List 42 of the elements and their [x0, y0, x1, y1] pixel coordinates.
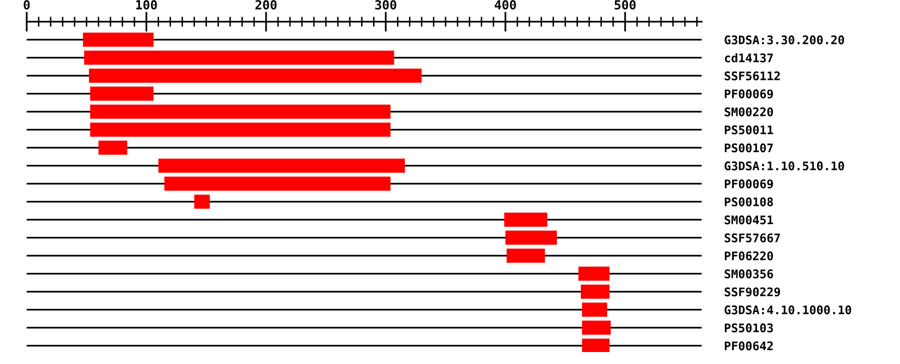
bar: [580, 284, 610, 299]
y-tick-label: PF00642: [724, 341, 773, 350]
x-tick-label: 200: [255, 0, 277, 10]
y-tick-label: PS50103: [724, 323, 773, 332]
bar: [90, 122, 391, 137]
x-tick-label: 400: [494, 0, 516, 10]
y-tick-label: SM00356: [724, 269, 774, 278]
bar: [506, 248, 545, 263]
y-tick-label: SSF90229: [724, 287, 780, 296]
y-tick-label: G3DSA:4.10.1000.10: [724, 305, 852, 314]
bar: [582, 302, 608, 317]
y-tick-label: PF00069: [724, 179, 773, 188]
bar: [90, 86, 154, 101]
x-tick-label: 0: [24, 0, 30, 10]
bar: [84, 50, 394, 65]
bar: [90, 104, 391, 119]
bar: [504, 212, 548, 227]
y-tick-label: PS00107: [724, 143, 773, 152]
bar: [582, 320, 611, 335]
bar: [505, 230, 557, 245]
bar: [582, 338, 610, 352]
y-tick-label: PF00069: [724, 89, 773, 98]
y-tick-label: PS50011: [724, 125, 774, 134]
x-tick-label: 500: [614, 0, 636, 10]
bar: [578, 266, 610, 281]
bar: [194, 194, 210, 209]
y-tick-label: SM00451: [724, 215, 774, 224]
bar: [98, 140, 128, 155]
y-tick-label: SSF56112: [724, 71, 780, 80]
y-tick-label: G3DSA:1.10.510.10: [724, 161, 844, 170]
y-tick-label: PF06220: [724, 251, 773, 260]
y-tick-label: G3DSA:3.30.200.20: [724, 35, 844, 44]
x-tick-label: 100: [136, 0, 157, 10]
y-tick-label: PS00108: [724, 197, 773, 206]
y-tick-label: SSF57667: [724, 233, 780, 242]
bar: [88, 68, 422, 83]
y-tick-label: SM00220: [724, 107, 773, 116]
y-tick-label: cd14137: [724, 53, 773, 62]
bar: [164, 176, 391, 191]
bar: [158, 158, 405, 173]
bar: [82, 32, 154, 47]
x-tick-label: 300: [375, 0, 396, 10]
